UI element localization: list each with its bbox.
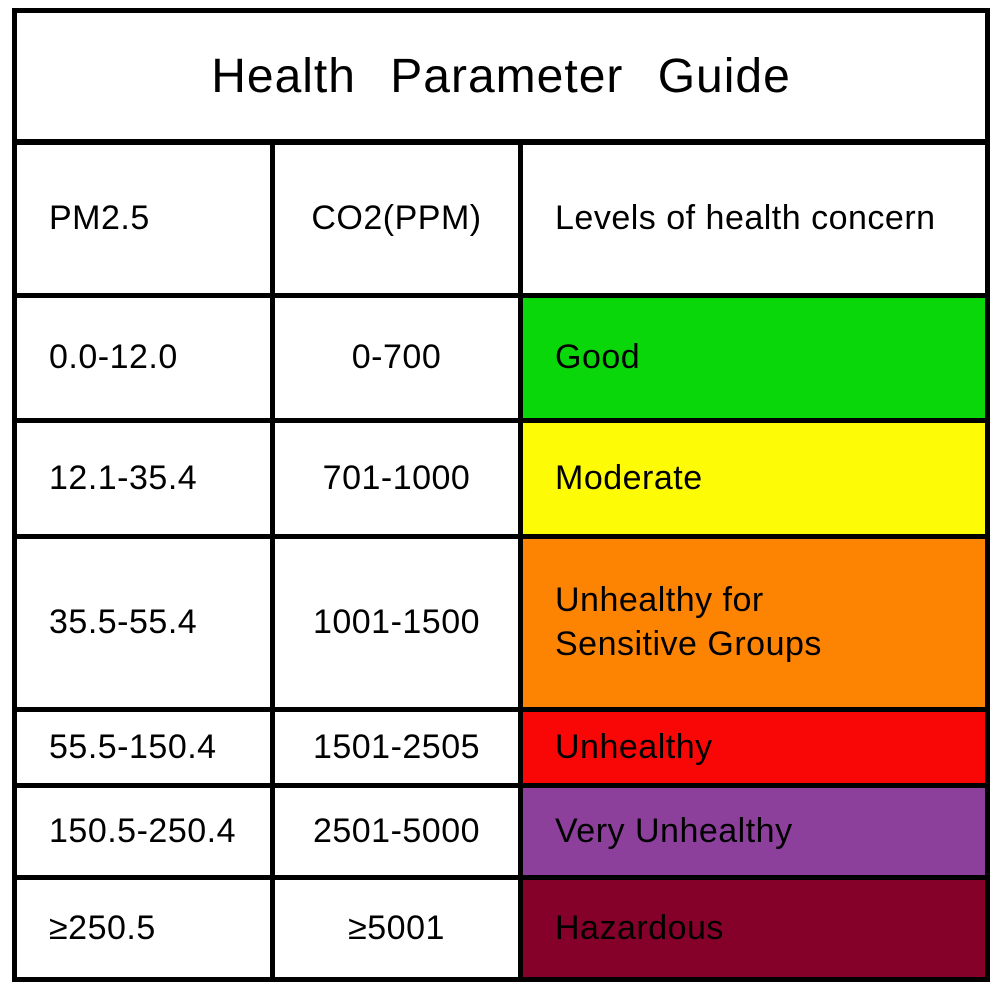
level-cell-unhealthy: Unhealthy — [523, 712, 985, 783]
pm25-range-very-unhealthy: 150.5-250.4 — [17, 788, 270, 875]
column-header-co2: CO2(PPM) — [275, 145, 518, 293]
table-grid: PM2.5 CO2(PPM) Levels of health concern … — [17, 145, 985, 977]
level-cell-very-unhealthy: Very Unhealthy — [523, 788, 985, 875]
column-header-level: Levels of health concern — [523, 145, 985, 293]
health-parameter-guide-table: Health Parameter Guide PM2.5 CO2(PPM) Le… — [12, 8, 990, 982]
co2-range-very-unhealthy: 2501-5000 — [275, 788, 518, 875]
level-cell-hazardous: Hazardous — [523, 880, 985, 977]
pm25-range-unhealthy: 55.5-150.4 — [17, 712, 270, 783]
co2-range-unhealthy-sensitive: 1001-1500 — [275, 539, 518, 707]
co2-range-good: 0-700 — [275, 298, 518, 418]
co2-range-hazardous: ≥5001 — [275, 880, 518, 977]
pm25-range-moderate: 12.1-35.4 — [17, 423, 270, 534]
column-header-pm25: PM2.5 — [17, 145, 270, 293]
pm25-range-good: 0.0-12.0 — [17, 298, 270, 418]
level-cell-good: Good — [523, 298, 985, 418]
co2-range-unhealthy: 1501-2505 — [275, 712, 518, 783]
pm25-range-unhealthy-sensitive: 35.5-55.4 — [17, 539, 270, 707]
co2-range-moderate: 701-1000 — [275, 423, 518, 534]
level-cell-moderate: Moderate — [523, 423, 985, 534]
page-title: Health Parameter Guide — [211, 49, 791, 103]
level-cell-unhealthy-sensitive: Unhealthy for Sensitive Groups — [523, 539, 985, 707]
pm25-range-hazardous: ≥250.5 — [17, 880, 270, 977]
title-row: Health Parameter Guide — [17, 13, 985, 145]
